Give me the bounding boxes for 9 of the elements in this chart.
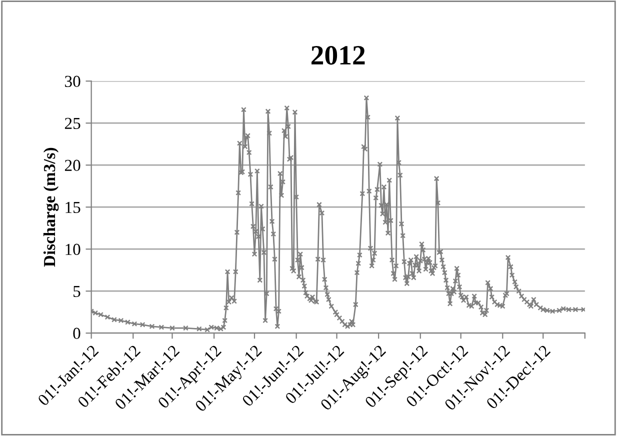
y-tick-label: 25 <box>64 118 80 130</box>
y-axis-title: Discharge (m3/s) <box>43 148 59 267</box>
y-tick-label: 0 <box>73 328 80 340</box>
y-tick-label: 15 <box>66 202 80 214</box>
y-tick-label: 20 <box>64 160 80 172</box>
y-tick-label: 10 <box>66 244 80 256</box>
y-tick-label: 30 <box>65 76 80 88</box>
y-tick-label: 5 <box>74 286 80 298</box>
chart-title: 2012 <box>312 46 365 65</box>
